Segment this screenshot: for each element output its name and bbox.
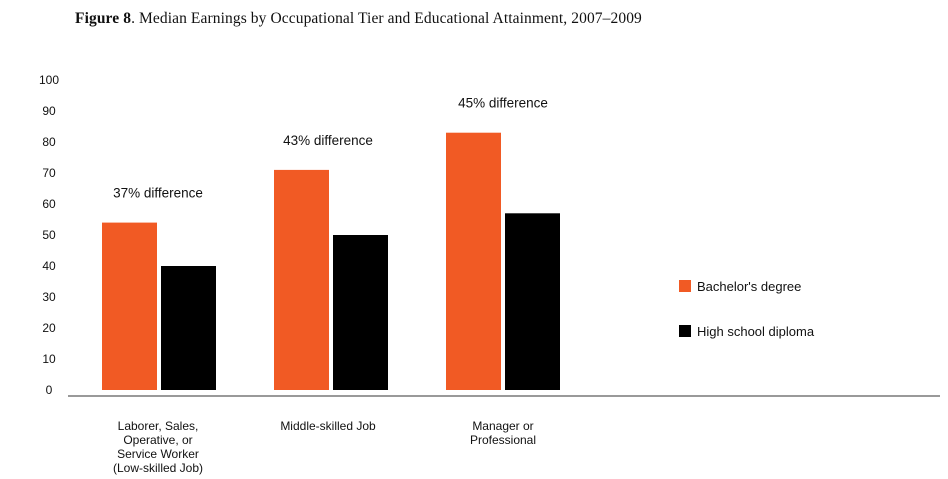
- x-category-label: Manager or Professional: [470, 419, 536, 447]
- y-tick-label: 60: [42, 197, 56, 211]
- bar-bachelors-1: [102, 222, 157, 390]
- bar-high-school-2: [333, 235, 388, 390]
- figure-title-text: . Median Earnings by Occupational Tier a…: [131, 10, 642, 27]
- category-label-line: Professional: [470, 433, 536, 447]
- bar-bachelors-3: [446, 132, 501, 390]
- bar-high-school-3: [505, 213, 560, 390]
- category-label-line: Laborer, Sales,: [118, 419, 199, 433]
- y-tick-label: 40: [42, 259, 56, 273]
- legend-swatch: [679, 280, 691, 292]
- bar-high-school-1: [161, 266, 216, 390]
- legend-label: Bachelor's degree: [697, 279, 801, 294]
- legend-label: High school diploma: [697, 324, 815, 339]
- y-tick-label: 90: [42, 104, 56, 118]
- x-category-label: Middle-skilled Job: [280, 419, 376, 433]
- y-tick-label: 30: [42, 290, 56, 304]
- legend-swatch: [679, 325, 691, 337]
- chart-title: Figure 8. Median Earnings by Occupationa…: [75, 10, 642, 28]
- category-label-line: Manager or: [472, 419, 533, 433]
- y-tick-label: 20: [42, 321, 56, 335]
- category-label-line: Operative, or: [123, 433, 192, 447]
- y-tick-label: 100: [39, 73, 59, 87]
- y-tick-label: 70: [42, 166, 56, 180]
- difference-annotation: 45% difference: [458, 96, 548, 111]
- category-label-line: Middle-skilled Job: [280, 419, 376, 433]
- figure-number: Figure 8: [75, 10, 132, 27]
- y-tick-label: 10: [42, 352, 56, 366]
- y-tick-label: 50: [42, 228, 56, 242]
- difference-annotation: 43% difference: [283, 133, 373, 148]
- category-label-line: Service Worker: [117, 447, 199, 461]
- category-label-line: (Low-skilled Job): [113, 461, 203, 475]
- bar-bachelors-2: [274, 169, 329, 390]
- difference-annotation: 37% difference: [113, 186, 203, 201]
- x-category-label: Laborer, Sales, Operative, or Service Work…: [113, 419, 203, 475]
- y-tick-label: 0: [46, 383, 53, 397]
- y-tick-label: 80: [42, 135, 56, 149]
